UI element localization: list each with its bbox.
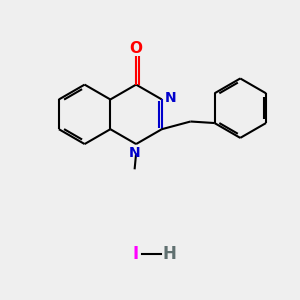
Text: O: O	[130, 41, 142, 56]
Text: N: N	[164, 91, 176, 105]
Text: H: H	[162, 245, 176, 263]
Text: N: N	[129, 146, 140, 160]
Text: I: I	[132, 245, 138, 263]
